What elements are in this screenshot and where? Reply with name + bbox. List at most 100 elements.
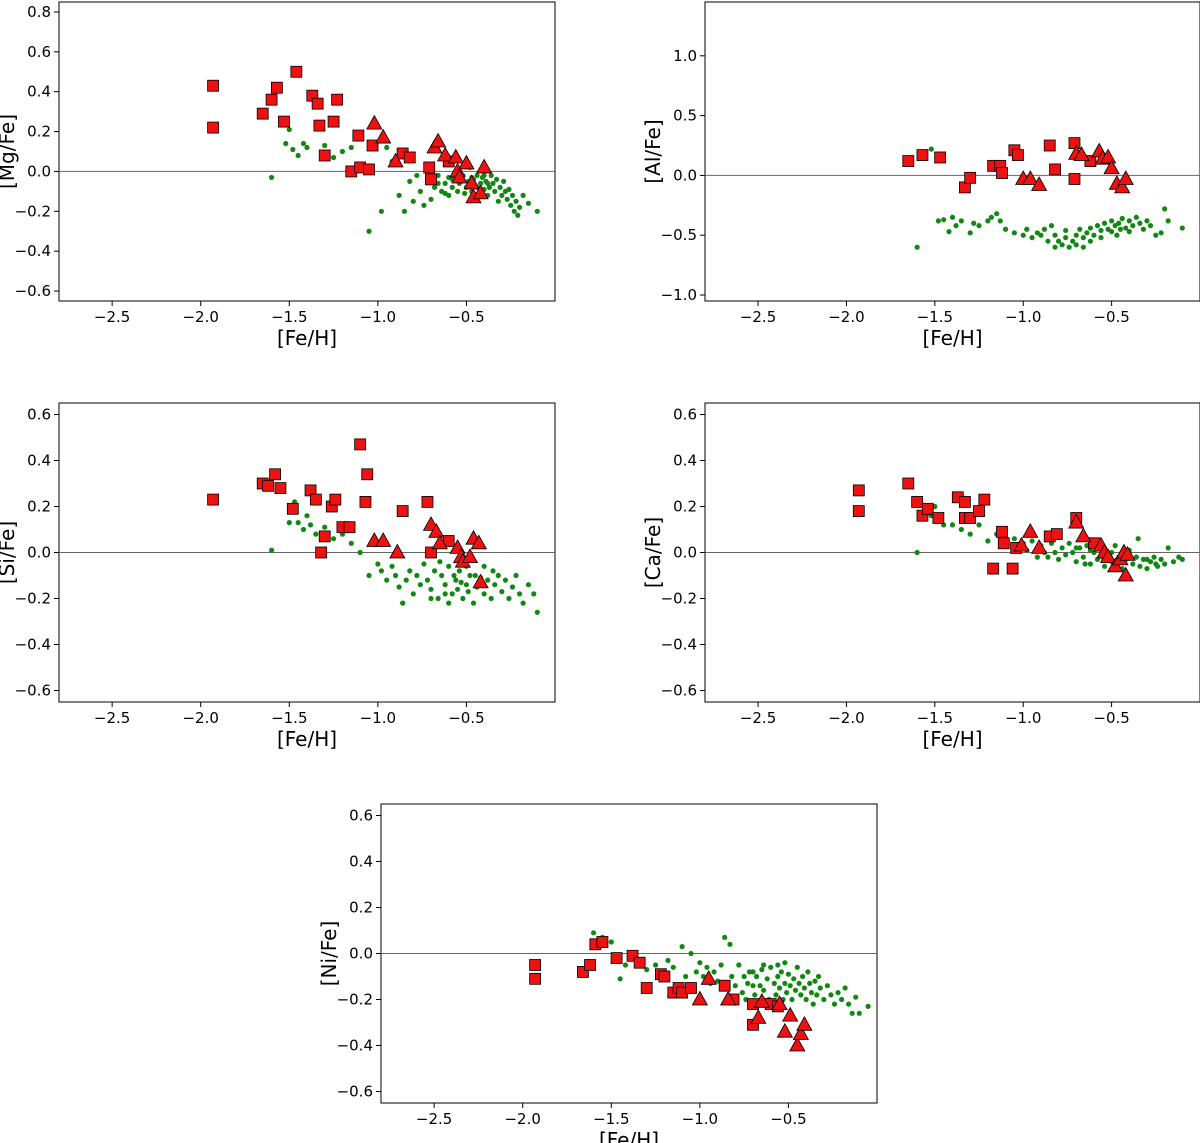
field-star-point xyxy=(453,577,459,583)
y-tick-label: 0.6 xyxy=(673,406,697,424)
field-star-point xyxy=(1135,536,1141,542)
field-star-point xyxy=(1087,561,1093,567)
x-axis-ticks: −2.5 −2.0 −1.5 −1.0 −0.5 xyxy=(94,702,485,727)
field-star-point xyxy=(814,992,820,998)
field-star-point xyxy=(736,962,742,968)
field-star-point xyxy=(1123,225,1129,231)
field-star-point xyxy=(817,985,823,991)
field-star-point xyxy=(357,549,363,556)
cluster-triangle-point xyxy=(1099,148,1117,164)
cluster-triangle-point xyxy=(472,573,489,589)
x-tick-label: −0.5 xyxy=(448,709,484,727)
field-star-point xyxy=(1140,226,1147,232)
field-star-point xyxy=(1070,549,1076,556)
y-tick-label: 0.2 xyxy=(27,123,51,141)
cluster-triangle-point xyxy=(1068,513,1085,529)
field-star-point xyxy=(935,218,941,224)
field-star-point xyxy=(800,973,806,980)
cluster-square-point xyxy=(1050,528,1063,540)
y-axis-ticks: −0.6 −0.4 −0.2 0.0 0.2 0.4 0.6 0.8 xyxy=(15,3,59,300)
cluster-triangle-point xyxy=(458,154,475,170)
field-star-point xyxy=(693,969,699,975)
panel-al-fe: −2.5 −2.0 −1.5 −1.0 −0.5 −1.0 −0.5 0.0 0.5 1.0 [… xyxy=(641,1,1200,350)
cluster-square-point xyxy=(331,93,344,106)
x-axis-label: [Fe/H] xyxy=(599,1128,659,1143)
cluster-square-point xyxy=(318,530,331,543)
cluster-square-point xyxy=(934,151,947,164)
y-tick-label: 0.0 xyxy=(673,544,697,562)
x-tick-label: −0.5 xyxy=(770,1110,806,1128)
field-star-point xyxy=(295,520,301,526)
y-axis-label: [Ni/Fe] xyxy=(317,921,341,987)
field-star-point xyxy=(835,990,841,996)
field-star-point xyxy=(465,589,471,595)
x-tick-label: −1.0 xyxy=(360,709,396,727)
field-star-point xyxy=(488,595,494,602)
field-star-point xyxy=(782,980,788,987)
field-star-point xyxy=(704,964,710,970)
field-star-point xyxy=(1073,242,1079,248)
cluster-square-point xyxy=(718,979,731,992)
field-star-point xyxy=(1063,227,1069,234)
field-star-point xyxy=(745,980,751,987)
field-star-point xyxy=(499,192,505,198)
y-tick-label: −1.0 xyxy=(661,286,697,304)
panel-frame xyxy=(58,1,556,302)
field-star-point xyxy=(688,950,694,957)
field-star-point xyxy=(1144,556,1150,563)
field-star-point xyxy=(283,140,289,147)
x-axis-label: [Fe/H] xyxy=(922,727,982,751)
field-star-point xyxy=(490,180,496,186)
field-star-point xyxy=(407,568,413,574)
field-star-point xyxy=(1098,235,1104,241)
y-axis-ticks: −0.6 −0.4 −0.2 0.0 0.2 0.4 0.6 xyxy=(661,406,705,700)
field-star-point xyxy=(778,969,784,975)
y-tick-label: 0.4 xyxy=(673,452,697,470)
field-star-point xyxy=(392,572,399,579)
field-star-point xyxy=(460,595,466,602)
y-tick-label: −0.2 xyxy=(15,202,51,220)
field-star-point xyxy=(1059,545,1065,551)
field-star-point xyxy=(1055,238,1062,244)
field-star-point xyxy=(1117,226,1124,232)
field-star-point xyxy=(481,172,487,179)
x-tick-label: −2.5 xyxy=(94,709,130,727)
x-tick-label: −2.0 xyxy=(182,709,218,727)
panel-ni-fe: −2.5 −2.0 −1.5 −1.0 −0.5 −0.6 −0.4 −0.2 0.0 0.2 0… xyxy=(317,803,878,1143)
cluster-triangle-point xyxy=(1030,539,1048,554)
y-tick-label: 0.6 xyxy=(349,807,373,825)
field-star-point xyxy=(1020,232,1026,238)
field-star-point xyxy=(967,230,973,236)
cluster-square-point xyxy=(626,949,639,962)
cluster-square-point xyxy=(964,171,977,184)
cluster-square-point xyxy=(309,493,322,506)
field-star-point xyxy=(313,531,319,537)
field-star-point xyxy=(495,198,501,204)
field-star-point xyxy=(1133,554,1139,560)
field-star-point xyxy=(1098,227,1104,234)
field-star-point xyxy=(467,572,473,579)
field-star-point xyxy=(807,980,813,987)
y-tick-label: 0.4 xyxy=(27,83,51,101)
cluster-triangle-point xyxy=(366,114,383,130)
field-star-point xyxy=(949,214,956,220)
cluster-triangle-point xyxy=(720,990,737,1006)
cluster-square-point xyxy=(987,562,1000,575)
field-star-point xyxy=(1153,561,1159,567)
field-star-point xyxy=(401,208,408,214)
cluster-triangle-point xyxy=(374,532,392,547)
field-star-point xyxy=(442,591,448,597)
field-star-point xyxy=(928,146,934,152)
field-star-point xyxy=(775,973,781,980)
field-star-point xyxy=(1084,230,1090,236)
y-tick-label: −0.2 xyxy=(337,991,373,1009)
cluster-triangle-point xyxy=(472,184,489,200)
field-star-point xyxy=(348,144,354,151)
field-star-point xyxy=(366,228,372,234)
field-star-point xyxy=(322,142,328,149)
field-star-point xyxy=(348,540,354,546)
field-star-point xyxy=(1094,223,1101,229)
field-star-point xyxy=(286,520,292,526)
cluster-triangle-point xyxy=(1114,178,1131,194)
x-tick-label: −2.5 xyxy=(94,308,130,326)
